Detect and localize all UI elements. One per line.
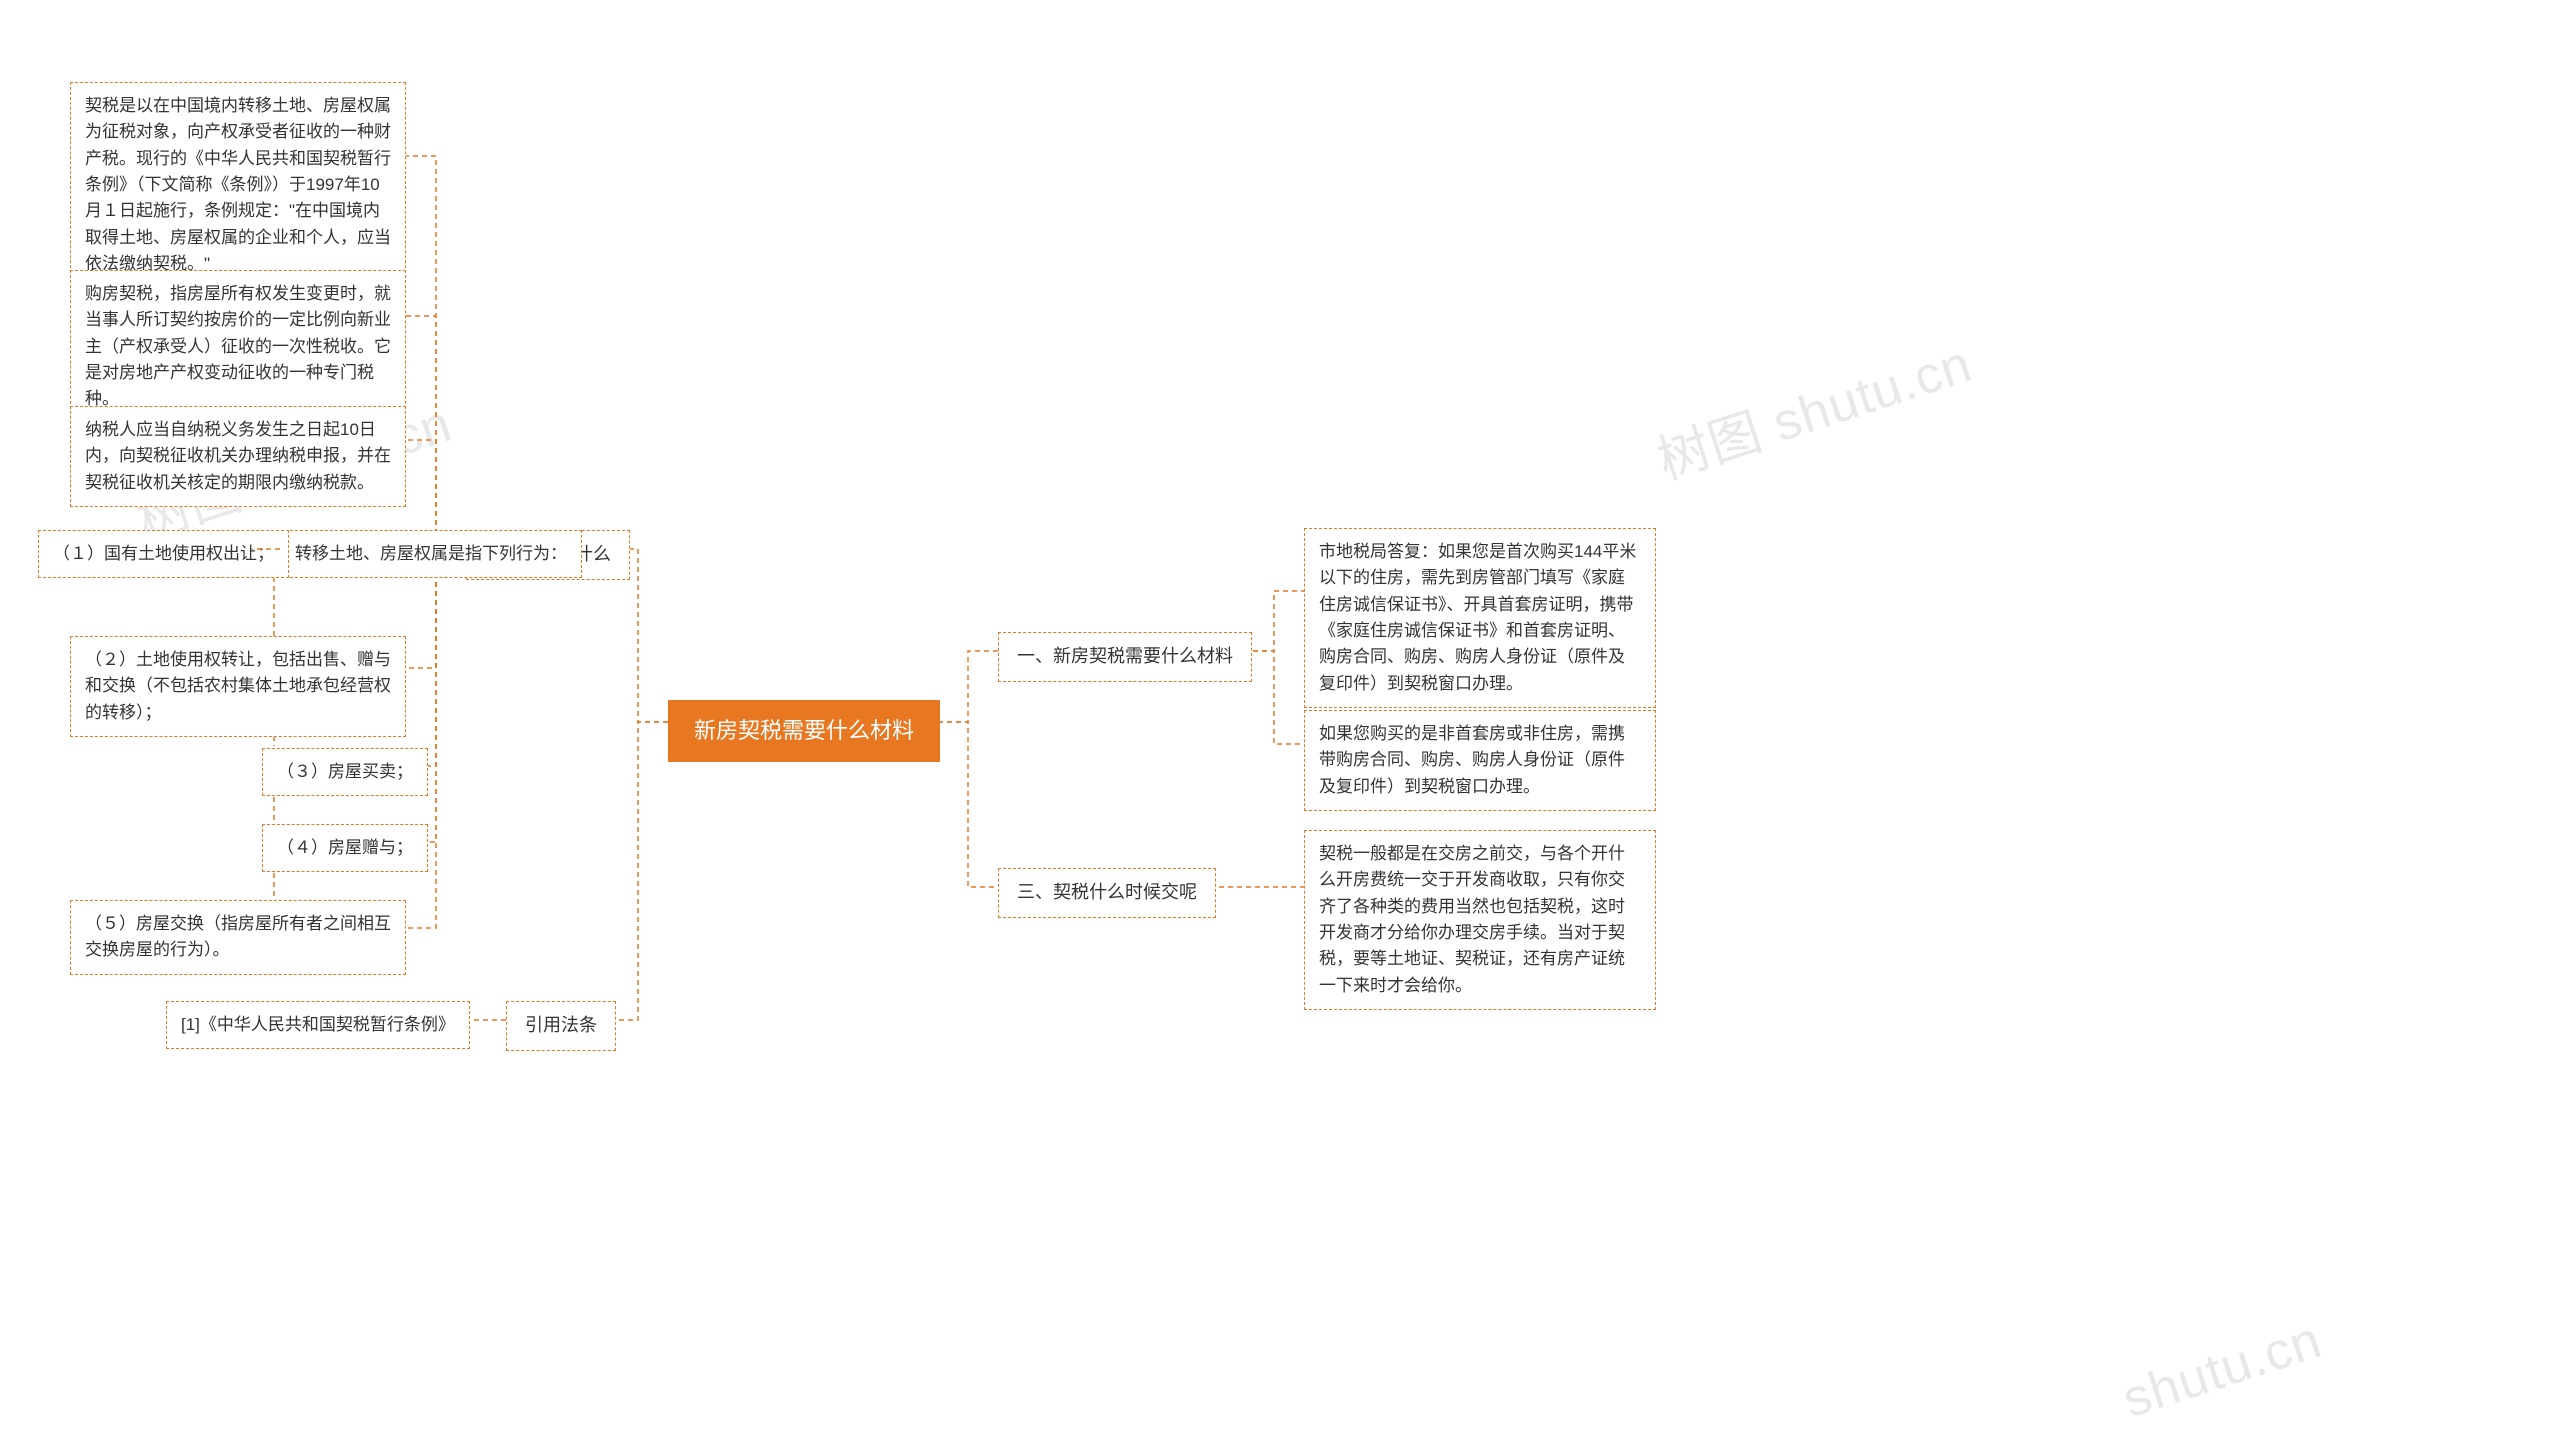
branch-2-child-3[interactable]: 转移土地、房屋权属是指下列行为： [280,530,582,578]
watermark: 树图 shutu.cn [1646,321,1979,493]
branch-3[interactable]: 三、契税什么时候交呢 [998,868,1216,918]
branch-2-sub-3: （４）房屋赠与； [262,824,428,872]
branch-2-sub-0c: （１）国有土地使用权出让； [38,530,289,578]
branch-2-child-2: 纳税人应当自纳税义务发生之日起10日内，向契税征收机关办理纳税申报，并在契税征收… [70,406,406,507]
branch-1-child-1: 如果您购买的是非首套房或非住房，需携带购房合同、购房、购房人身份证（原件及复印件… [1304,710,1656,811]
branch-4[interactable]: 引用法条 [506,1001,616,1051]
branch-1-child-0: 市地税局答复：如果您是首次购买144平米以下的住房，需先到房管部门填写《家庭住房… [1304,528,1656,708]
watermark: shutu.cn [2116,1310,2329,1430]
branch-2-child-1: 购房契税，指房屋所有权发生变更时，就当事人所订契约按房价的一定比例向新业主（产权… [70,270,406,424]
branch-1[interactable]: 一、新房契税需要什么材料 [998,632,1252,682]
branch-2-sub-2: （３）房屋买卖； [262,748,428,796]
root-node[interactable]: 新房契税需要什么材料 [668,700,940,762]
branch-4-child-0: [1]《中华人民共和国契税暂行条例》 [166,1001,470,1049]
branch-2-child-0: 契税是以在中国境内转移土地、房屋权属为征税对象，向产权承受者征收的一种财产税。现… [70,82,406,288]
branch-2-sub-4: （５）房屋交换（指房屋所有者之间相互交换房屋的行为）。 [70,900,406,975]
branch-2-sub-1: （２）土地使用权转让，包括出售、赠与和交换（不包括农村集体土地承包经营权的转移）… [70,636,406,737]
branch-3-child-0: 契税一般都是在交房之前交，与各个开什么开房费统一交于开发商收取，只有你交齐了各种… [1304,830,1656,1010]
